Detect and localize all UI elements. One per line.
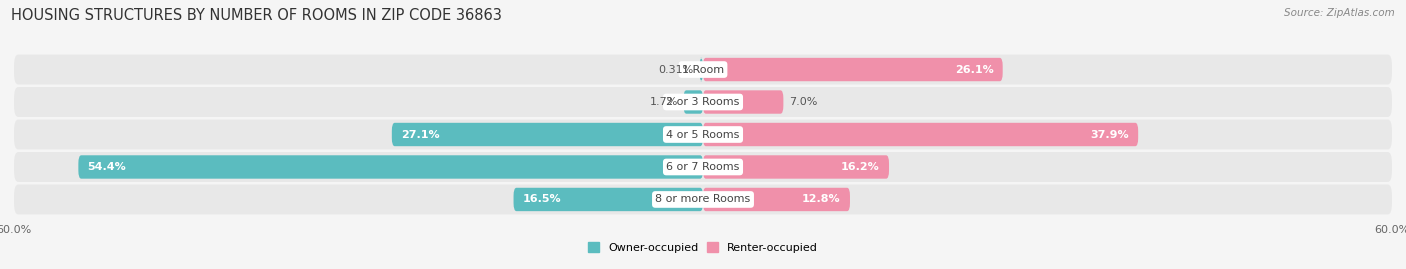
FancyBboxPatch shape [392,123,703,146]
Text: 6 or 7 Rooms: 6 or 7 Rooms [666,162,740,172]
FancyBboxPatch shape [14,185,1392,214]
FancyBboxPatch shape [79,155,703,179]
FancyBboxPatch shape [703,155,889,179]
Text: 16.2%: 16.2% [841,162,880,172]
FancyBboxPatch shape [683,90,703,114]
Text: 7.0%: 7.0% [789,97,817,107]
FancyBboxPatch shape [699,58,703,81]
Text: 26.1%: 26.1% [955,65,994,75]
FancyBboxPatch shape [14,119,1392,150]
Text: 4 or 5 Rooms: 4 or 5 Rooms [666,129,740,140]
Text: 54.4%: 54.4% [87,162,127,172]
FancyBboxPatch shape [14,55,1392,84]
Text: 16.5%: 16.5% [523,194,561,204]
Text: 1.7%: 1.7% [650,97,678,107]
Text: 8 or more Rooms: 8 or more Rooms [655,194,751,204]
FancyBboxPatch shape [14,87,1392,117]
FancyBboxPatch shape [14,152,1392,182]
Text: 2 or 3 Rooms: 2 or 3 Rooms [666,97,740,107]
Text: Source: ZipAtlas.com: Source: ZipAtlas.com [1284,8,1395,18]
Text: 27.1%: 27.1% [401,129,440,140]
Legend: Owner-occupied, Renter-occupied: Owner-occupied, Renter-occupied [588,242,818,253]
FancyBboxPatch shape [703,90,783,114]
Text: 12.8%: 12.8% [803,194,841,204]
Text: 1 Room: 1 Room [682,65,724,75]
Text: HOUSING STRUCTURES BY NUMBER OF ROOMS IN ZIP CODE 36863: HOUSING STRUCTURES BY NUMBER OF ROOMS IN… [11,8,502,23]
FancyBboxPatch shape [703,123,1139,146]
FancyBboxPatch shape [703,188,851,211]
FancyBboxPatch shape [703,58,1002,81]
Text: 0.31%: 0.31% [658,65,693,75]
Text: 37.9%: 37.9% [1091,129,1129,140]
FancyBboxPatch shape [513,188,703,211]
